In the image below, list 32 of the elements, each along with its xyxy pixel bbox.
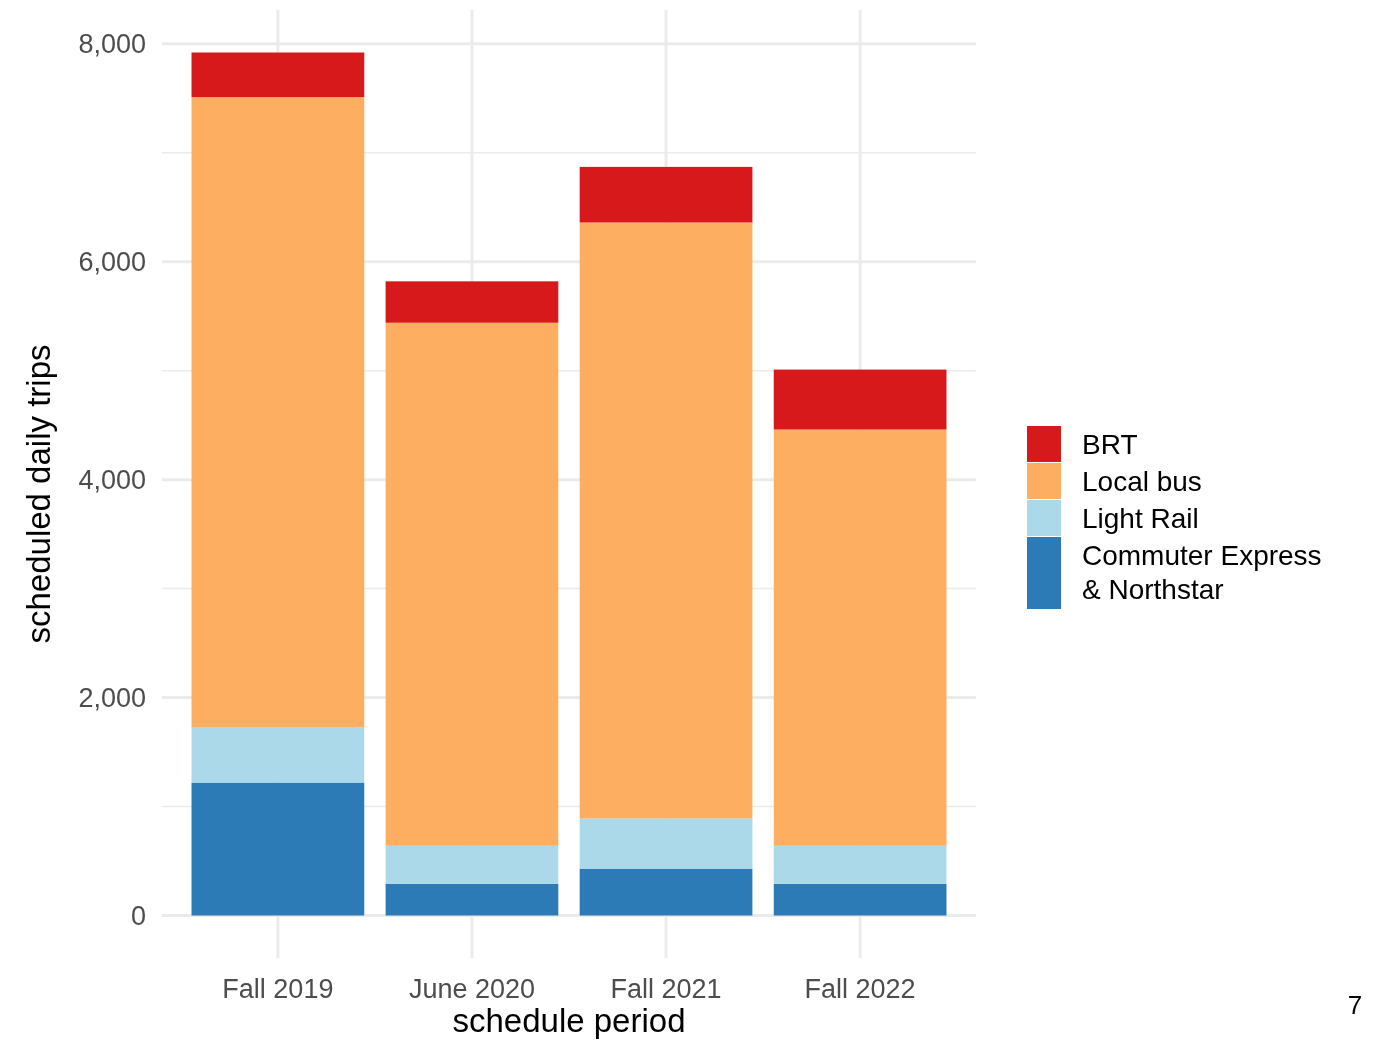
y-tick-label: 0 bbox=[130, 900, 146, 931]
x-tick-label: Fall 2021 bbox=[610, 974, 722, 1004]
bar bbox=[385, 883, 559, 916]
y-axis-title: scheduled daily trips bbox=[20, 344, 57, 644]
y-tick-label: 6,000 bbox=[78, 247, 146, 278]
bar bbox=[579, 166, 753, 223]
x-axis-title: schedule period bbox=[452, 1002, 686, 1039]
bar bbox=[579, 222, 753, 819]
legend-label: Local bus bbox=[1082, 465, 1202, 497]
bar bbox=[191, 782, 365, 916]
bar bbox=[385, 281, 559, 323]
x-tick-label: June 2020 bbox=[408, 974, 536, 1004]
bar bbox=[773, 429, 947, 846]
bar bbox=[579, 818, 753, 869]
legend-label: Commuter Express & Northstar bbox=[1082, 539, 1322, 605]
bar bbox=[385, 322, 559, 846]
bar bbox=[579, 868, 753, 916]
x-tick-label: Fall 2019 bbox=[222, 974, 334, 1004]
legend-label: BRT bbox=[1082, 428, 1138, 460]
bar bbox=[191, 97, 365, 727]
bar bbox=[773, 369, 947, 430]
bar bbox=[191, 726, 365, 783]
bar bbox=[773, 845, 947, 884]
legend-label: Light Rail bbox=[1082, 502, 1199, 534]
bar bbox=[773, 883, 947, 916]
y-tick-label: 8,000 bbox=[78, 29, 146, 60]
bar bbox=[385, 845, 559, 884]
y-tick-label: 4,000 bbox=[78, 465, 146, 496]
y-tick-label: 2,000 bbox=[78, 683, 146, 714]
bar bbox=[191, 52, 365, 98]
x-tick-label: Fall 2022 bbox=[804, 974, 916, 1004]
text: 7 bbox=[1347, 990, 1363, 1020]
